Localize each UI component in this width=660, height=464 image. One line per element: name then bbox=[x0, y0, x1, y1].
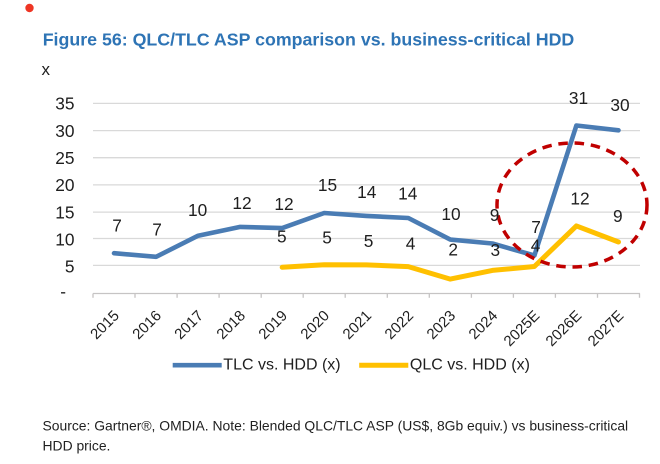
svg-text:31: 31 bbox=[569, 88, 588, 108]
svg-text:HDD price.: HDD price. bbox=[43, 438, 111, 454]
svg-text:35: 35 bbox=[55, 94, 74, 114]
svg-text:Figure 56: QLC/TLC ASP compari: Figure 56: QLC/TLC ASP comparison vs. bu… bbox=[43, 29, 575, 49]
svg-text:5: 5 bbox=[277, 227, 287, 247]
svg-text:9: 9 bbox=[490, 205, 500, 225]
svg-text:14: 14 bbox=[357, 182, 377, 202]
svg-text:4: 4 bbox=[406, 234, 416, 254]
svg-text:15: 15 bbox=[55, 202, 74, 222]
svg-text:25: 25 bbox=[55, 148, 74, 168]
svg-text:7: 7 bbox=[531, 217, 541, 237]
svg-text:2: 2 bbox=[448, 240, 458, 260]
svg-text:5: 5 bbox=[65, 257, 75, 277]
svg-text:10: 10 bbox=[188, 200, 207, 220]
svg-text:20: 20 bbox=[55, 175, 74, 195]
svg-text:x: x bbox=[42, 60, 51, 79]
svg-text:5: 5 bbox=[322, 228, 332, 248]
svg-text:3: 3 bbox=[490, 240, 500, 260]
svg-text:12: 12 bbox=[570, 189, 589, 209]
svg-text:QLC vs. HDD (x): QLC vs. HDD (x) bbox=[410, 356, 530, 373]
svg-text:10: 10 bbox=[441, 204, 460, 224]
svg-text:9: 9 bbox=[613, 206, 623, 226]
svg-text:4: 4 bbox=[531, 236, 541, 256]
svg-text:10: 10 bbox=[55, 229, 74, 249]
svg-text:7: 7 bbox=[152, 220, 162, 240]
svg-text:14: 14 bbox=[398, 184, 418, 204]
svg-text:TLC vs. HDD (x): TLC vs. HDD (x) bbox=[223, 356, 340, 373]
svg-text:15: 15 bbox=[318, 175, 337, 195]
svg-text:7: 7 bbox=[112, 216, 122, 236]
svg-text:5: 5 bbox=[364, 231, 374, 251]
svg-text:30: 30 bbox=[55, 121, 74, 141]
svg-text:12: 12 bbox=[274, 194, 293, 214]
svg-text:30: 30 bbox=[610, 95, 629, 115]
svg-text:-: - bbox=[60, 281, 66, 301]
svg-text:Source: Gartner®, OMDIA. Note:: Source: Gartner®, OMDIA. Note: Blended Q… bbox=[43, 418, 629, 434]
svg-text:12: 12 bbox=[232, 193, 251, 213]
